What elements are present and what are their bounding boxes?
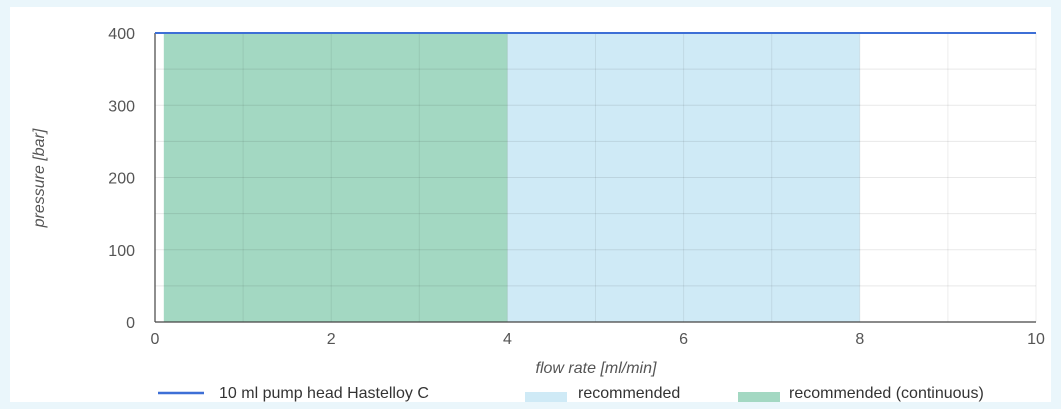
y-tick-label: 100 — [108, 243, 135, 260]
y-tick-label: 400 — [108, 26, 135, 43]
band-recommended — [507, 33, 860, 322]
legend-swatch-band — [738, 392, 780, 402]
x-tick-label: 6 — [679, 331, 688, 348]
legend-swatch-band — [525, 392, 567, 402]
y-tick-label: 200 — [108, 171, 135, 188]
y-axis-label: pressure [bar] — [31, 128, 48, 228]
x-tick-label: 10 — [1027, 331, 1045, 348]
legend-label: recommended — [578, 385, 680, 402]
y-tick-label: 300 — [108, 98, 135, 115]
legend-label: 10 ml pump head Hastelloy C — [219, 385, 429, 402]
x-tick-label: 8 — [855, 331, 864, 348]
legend: 10 ml pump head Hastelloy C recommended re… — [158, 385, 984, 402]
x-tick-label: 0 — [151, 331, 160, 348]
y-tick-label: 0 — [126, 315, 135, 332]
band-recommended-continuous — [163, 33, 508, 322]
grid-layer — [155, 33, 1037, 322]
legend-label: recommended (continuous) — [789, 385, 984, 402]
bands-layer — [163, 33, 860, 322]
x-tick-label: 2 — [327, 331, 336, 348]
x-tick-label: 4 — [503, 331, 512, 348]
axes-layer — [154, 33, 1036, 323]
x-axis-label: flow rate [ml/min] — [536, 360, 657, 377]
